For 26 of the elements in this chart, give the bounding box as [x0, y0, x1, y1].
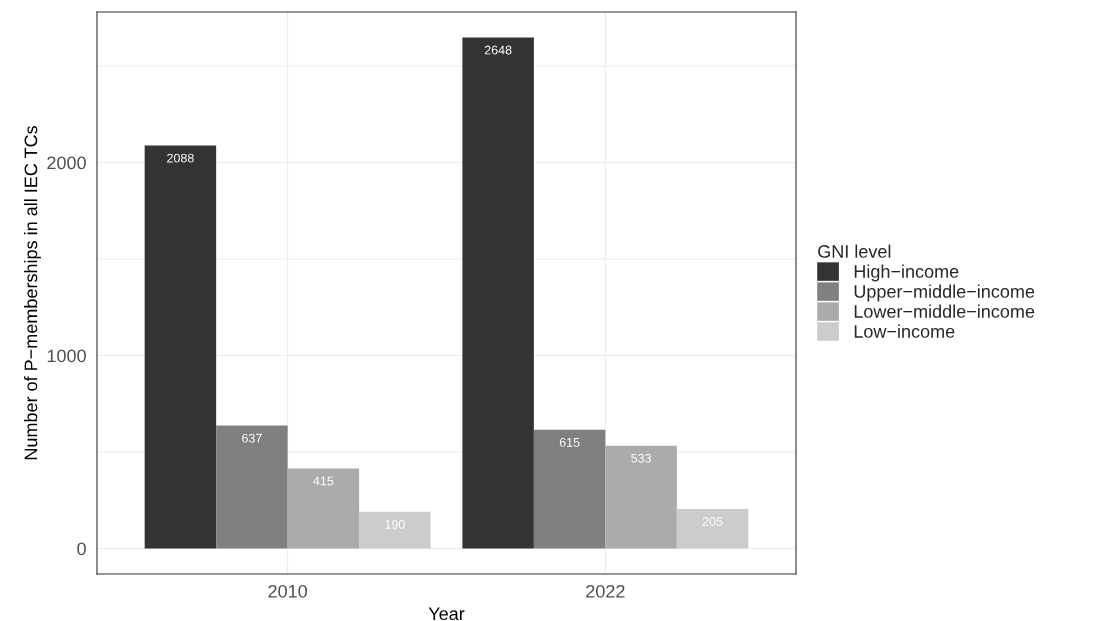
y-axis-title: Number of P−memberships in all IEC TCs: [24, 125, 41, 460]
x-axis-title: Year: [428, 607, 465, 621]
legend-label: Upper−middle−income: [854, 284, 1035, 302]
y-tick-label: 2000: [47, 156, 86, 170]
legend-label: High−income: [854, 264, 959, 282]
bar: [144, 145, 217, 549]
x-tick-label: 2010: [268, 584, 308, 598]
bar: [216, 425, 288, 549]
bar: [533, 429, 606, 549]
data-label: 533: [631, 453, 651, 463]
bar: [359, 511, 431, 549]
x-tick-label: 2022: [586, 584, 625, 598]
data-label: 615: [559, 437, 580, 447]
bar: [676, 508, 749, 549]
data-label: 2648: [484, 45, 512, 55]
legend-label: Low−income: [854, 324, 955, 338]
legend-title: GNI level: [818, 244, 891, 258]
data-label: 415: [313, 476, 334, 486]
bar: [287, 468, 360, 549]
y-tick-label: 1000: [47, 349, 86, 363]
data-label: 637: [242, 433, 262, 443]
data-label: 2088: [167, 153, 194, 163]
bar: [605, 445, 677, 549]
legend-label: Lower−middle−income: [854, 304, 1035, 318]
bar: [462, 37, 534, 549]
y-tick-label: 0: [77, 542, 86, 556]
